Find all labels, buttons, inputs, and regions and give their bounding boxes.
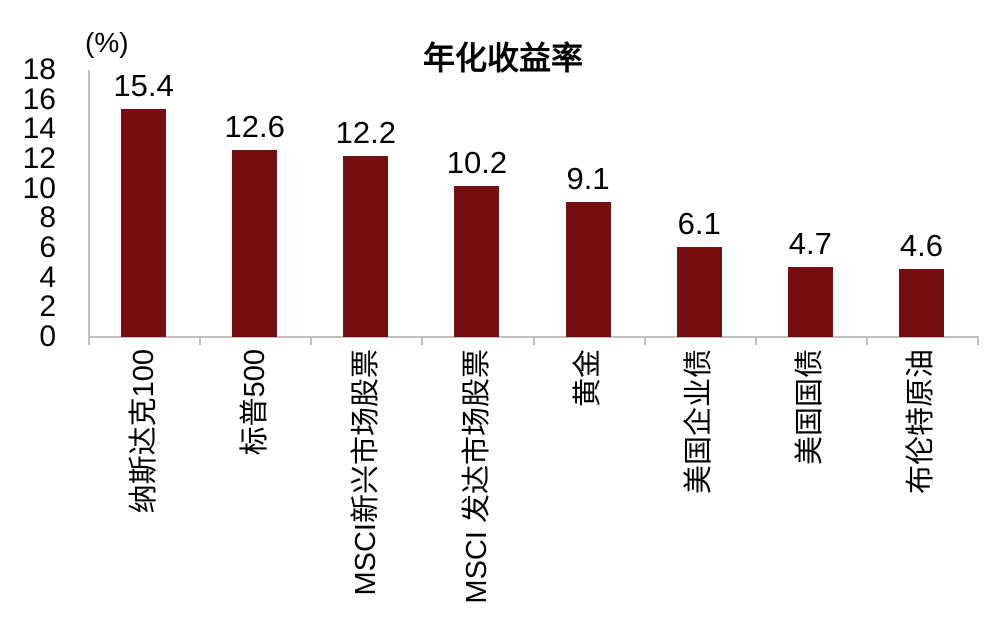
bar-7 — [787, 267, 833, 337]
x-axis-tick — [88, 337, 90, 345]
bar-value-label: 4.6 — [899, 227, 943, 263]
bar-value-label: 10.2 — [446, 144, 508, 180]
bar-value-label: 6.1 — [677, 205, 721, 241]
category-label: MSCI 发达市场股票 — [460, 349, 493, 604]
bar-5 — [565, 202, 611, 337]
category-label: 美国国债 — [794, 349, 827, 466]
x-axis-tick — [532, 337, 535, 345]
y-axis-tick-label: 6 — [39, 231, 56, 264]
y-axis-unit-label: (%) — [85, 27, 129, 58]
bar-value-label: 15.4 — [113, 67, 174, 103]
x-axis-tick — [865, 337, 868, 345]
y-axis-tick-label: 8 — [39, 201, 56, 235]
category-label: 布伦特原油 — [905, 349, 938, 495]
bar-2 — [232, 150, 278, 337]
category-label: 美国企业债 — [683, 349, 716, 495]
bar-value-label: 12.6 — [224, 109, 285, 145]
category-label: MSCI新兴市场股票 — [349, 349, 382, 596]
chart-title: 年化收益率 — [422, 40, 584, 76]
category-label: 纳斯达克100 — [127, 349, 160, 514]
bar-4 — [454, 185, 500, 337]
x-axis-tick — [199, 337, 202, 345]
x-axis-tick — [310, 337, 313, 345]
y-axis-tick-label: 12 — [22, 142, 56, 175]
x-axis-tick — [754, 337, 757, 345]
x-axis-tick — [421, 337, 424, 345]
y-axis-line — [88, 70, 90, 338]
y-axis-tick-label: 0 — [39, 320, 56, 353]
bar-value-label: 9.1 — [566, 161, 610, 197]
bar-6 — [676, 246, 722, 337]
bar-value-label: 4.7 — [788, 226, 832, 262]
bar-3 — [343, 156, 389, 337]
bar-value-label: 12.2 — [335, 115, 396, 151]
y-axis-tick-label: 10 — [22, 171, 56, 205]
y-axis-tick-label: 16 — [22, 82, 56, 116]
y-axis-tick-label: 14 — [22, 112, 56, 146]
x-axis-tick — [977, 337, 979, 345]
bar-1 — [121, 108, 167, 337]
bar-8 — [898, 268, 944, 337]
category-label: 黄金 — [572, 349, 605, 408]
x-axis-tick — [643, 337, 646, 345]
y-axis-tick-label: 18 — [22, 53, 56, 86]
y-axis-tick-label: 2 — [39, 290, 56, 324]
category-label: 标普500 — [238, 349, 271, 456]
y-axis-tick-label: 4 — [39, 260, 56, 294]
